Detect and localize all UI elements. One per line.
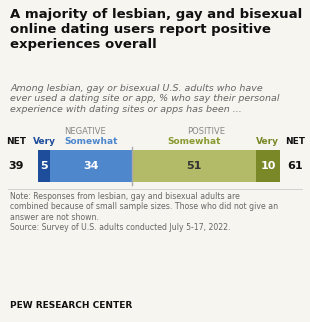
Text: 10: 10 xyxy=(260,161,276,171)
Text: PEW RESEARCH CENTER: PEW RESEARCH CENTER xyxy=(10,301,132,310)
Bar xyxy=(132,150,256,182)
Text: NET: NET xyxy=(6,137,26,146)
Text: Among lesbian, gay or bisexual U.S. adults who have
ever used a dating site or a: Among lesbian, gay or bisexual U.S. adul… xyxy=(10,84,280,114)
Text: A majority of lesbian, gay and bisexual
online dating users report positive
expe: A majority of lesbian, gay and bisexual … xyxy=(10,8,302,51)
Text: Somewhat: Somewhat xyxy=(64,137,118,146)
Text: 61: 61 xyxy=(287,161,303,171)
Bar xyxy=(50,150,132,182)
Text: NET: NET xyxy=(285,137,305,146)
Text: 39: 39 xyxy=(8,161,24,171)
Text: Note: Responses from lesbian, gay and bisexual adults are
combined because of sm: Note: Responses from lesbian, gay and bi… xyxy=(10,192,278,232)
Text: 5: 5 xyxy=(40,161,48,171)
Text: NEGATIVE: NEGATIVE xyxy=(64,127,106,136)
Text: Very: Very xyxy=(33,137,55,146)
Text: Very: Very xyxy=(256,137,279,146)
Bar xyxy=(38,150,50,182)
Text: 34: 34 xyxy=(83,161,99,171)
Text: POSITIVE: POSITIVE xyxy=(187,127,225,136)
Bar xyxy=(256,150,280,182)
Text: Somewhat: Somewhat xyxy=(167,137,221,146)
Text: 51: 51 xyxy=(186,161,202,171)
